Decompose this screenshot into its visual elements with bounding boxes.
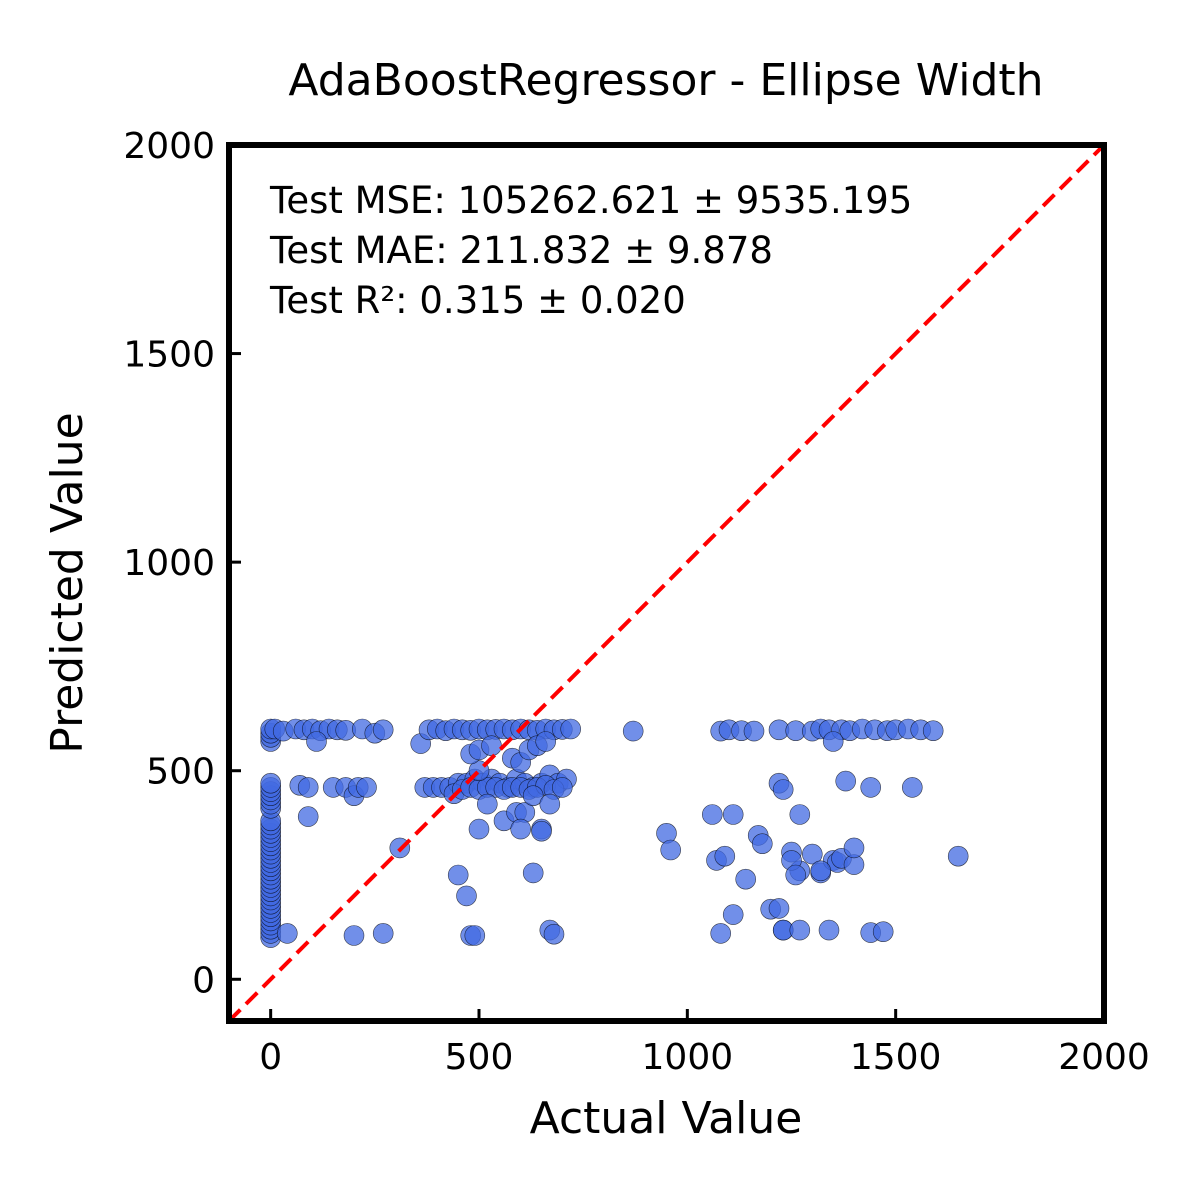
data-point [622,720,644,742]
data-point [447,864,469,886]
data-point [772,779,794,800]
data-point [722,804,744,825]
data-point [789,804,811,825]
data-point [356,777,377,798]
data-point [372,923,394,944]
data-point [801,843,823,865]
data-point [560,718,582,740]
data-point [372,719,394,741]
axis-ticks: 0 500 1000 1500 2000 0 500 1000 1500 2000 [123,126,1149,1078]
data-point [751,833,773,855]
plot-frame [226,142,1107,1024]
data-point [701,804,723,825]
x-tick-label: 2000 [1058,1037,1150,1078]
data-point [476,793,498,815]
data-point [522,862,544,884]
data-point [822,731,844,752]
data-point [810,860,832,882]
data-point [297,806,319,827]
data-point [276,923,298,944]
data-point [901,777,923,798]
annotation-mae: Test MAE: 211.832 ± 9.878 [269,229,773,272]
data-point [510,818,532,840]
y-axis-label: Predicted Value [42,412,93,753]
data-point [872,921,894,943]
data-point [860,777,882,798]
data-point [743,720,765,742]
data-point [735,868,757,890]
data-point [539,793,561,815]
data-point [768,898,790,919]
y-tick-label: 1000 [123,543,215,584]
data-point [785,864,807,886]
annotation-mse: Test MSE: 105262.621 ± 9535.195 [269,179,912,222]
data-point [306,731,327,752]
y-tick-label: 1500 [123,335,215,376]
x-tick-label: 1000 [642,1037,734,1078]
reference-line [227,143,1106,1023]
data-point [922,720,944,742]
data-point [481,735,502,757]
data-point [714,845,736,867]
data-point [522,785,544,807]
data-point [947,845,969,867]
data-point [297,777,319,798]
data-point [710,923,732,944]
data-point [722,904,744,925]
data-point [456,885,477,907]
metrics-annotation: Test MSE: 105262.621 ± 9535.195 Test MAE… [269,179,912,322]
y-tick-label: 0 [192,960,215,1001]
x-tick-label: 1500 [850,1037,942,1078]
data-point [343,925,365,946]
data-point [835,770,857,792]
data-point [531,820,552,842]
data-point [551,777,573,798]
x-tick-label: 0 [259,1037,282,1078]
data-point [660,839,682,861]
chart-title: AdaBoostRegressor - Ellipse Width [288,55,1043,106]
data-point [468,818,490,840]
annotation-r2: Test R²: 0.315 ± 0.020 [269,279,686,322]
data-point [260,772,282,794]
y-tick-label: 500 [146,752,215,793]
data-point [543,923,565,945]
x-axis-label: Actual Value [530,1093,803,1144]
data-point [843,837,865,859]
y-tick-label: 2000 [123,126,215,167]
data-point [818,919,840,941]
data-point [789,919,811,941]
data-point [535,731,557,752]
data-point [464,925,486,946]
data-points [260,718,969,948]
x-tick-label: 500 [445,1037,514,1078]
